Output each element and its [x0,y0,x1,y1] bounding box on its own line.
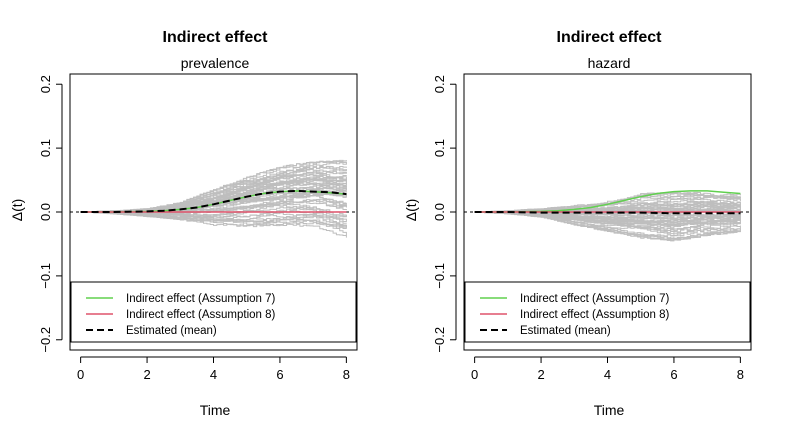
x-tick-label: 8 [343,367,350,382]
panel-subtitle: prevalence [181,55,250,71]
x-tick-label: 4 [210,367,217,382]
series-group [474,190,741,215]
legend-box [70,281,357,343]
legend: Indirect effect (Assumption 7) Indirect e… [464,281,751,343]
x-axis-label: Time [594,402,625,418]
x-tick-label: 8 [737,367,744,382]
series-line-2 [80,189,347,213]
panel-hazard: Indirect effect hazard Time Δ(t) 0 2 4 6 8 −… [403,29,752,418]
series-group [80,189,347,213]
x-tick-label: 4 [604,367,611,382]
y-axis: −0.2 −0.1 0.0 0.1 0.2 [38,75,63,353]
y-tick-label: 0.2 [432,75,447,93]
y-tick-label: −0.1 [38,263,53,289]
x-axis: 0 2 4 6 8 [471,356,744,382]
simulation-run-line [80,206,347,216]
x-tick-label: 0 [471,367,478,382]
x-axis-label: Time [200,402,231,418]
x-tick-label: 6 [276,367,283,382]
simulation-run-line [474,192,741,213]
simulation-run-line [474,211,741,242]
simulation-runs [80,159,347,238]
y-tick-label: −0.2 [38,327,53,353]
legend-label: Indirect effect (Assumption 8) [520,309,670,321]
panel-subtitle: hazard [588,55,631,71]
x-tick-label: 2 [537,367,544,382]
y-tick-label: 0.0 [38,203,53,221]
x-tick-label: 2 [143,367,150,382]
series-line-0 [474,190,741,213]
x-axis: 0 2 4 6 8 [77,356,350,382]
y-tick-label: −0.1 [432,263,447,289]
plot-frame [463,73,752,351]
y-tick-label: 0.0 [432,203,447,221]
y-tick-label: −0.2 [432,327,447,353]
y-axis: −0.2 −0.1 0.0 0.1 0.2 [432,75,457,353]
legend-box [464,281,751,343]
series-line-2 [474,211,741,215]
simulation-run-line [474,211,741,229]
legend: Indirect effect (Assumption 7) Indirect e… [70,281,357,343]
panel-title: Indirect effect [557,29,663,46]
legend-label: Estimated (mean) [520,325,611,337]
panel-title: Indirect effect [163,29,269,46]
simulation-runs [474,191,741,242]
y-tick-label: 0.2 [38,75,53,93]
y-tick-label: 0.1 [432,139,447,157]
legend-label: Indirect effect (Assumption 8) [126,309,276,321]
simulation-run-line [80,211,347,238]
y-axis-label: Δ(t) [9,199,25,222]
legend-label: Indirect effect (Assumption 7) [126,293,276,305]
x-tick-label: 0 [77,367,84,382]
y-axis-label: Δ(t) [403,199,419,222]
legend-label: Estimated (mean) [126,325,217,337]
y-tick-label: 0.1 [38,139,53,157]
x-tick-label: 6 [670,367,677,382]
plot-frame [69,73,358,351]
panel-prevalence: Indirect effect prevalence Time Δ(t) 0 2 4… [9,29,358,418]
legend-label: Indirect effect (Assumption 7) [520,293,670,305]
